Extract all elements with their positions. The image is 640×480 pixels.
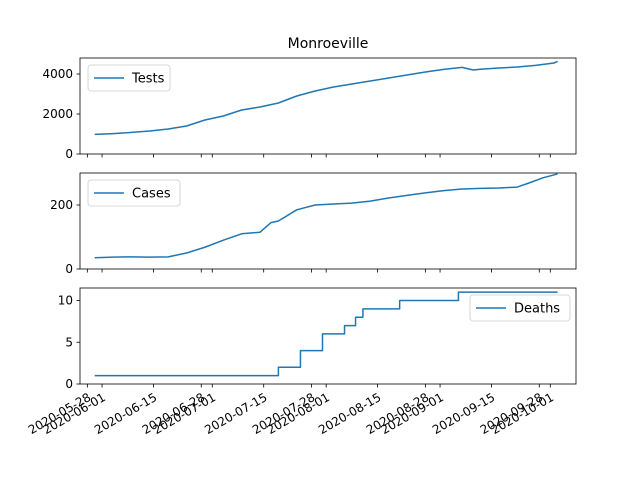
y-tick-label: 0	[65, 147, 73, 161]
legend-label: Cases	[132, 187, 171, 202]
axes-frame	[79, 287, 577, 385]
legend-label: Tests	[131, 72, 165, 87]
legend-box	[87, 179, 181, 207]
y-tick-label: 2000	[42, 107, 73, 121]
y-tick-label: 200	[50, 198, 73, 212]
legend-box	[469, 294, 571, 322]
series-line-deaths	[94, 291, 558, 377]
legend-label: Deaths	[514, 302, 560, 317]
series-line-cases	[94, 173, 558, 259]
series-line-tests	[94, 60, 558, 136]
y-tick-label: 0	[65, 262, 73, 276]
legend-box	[87, 64, 171, 92]
y-tick-label: 0	[65, 377, 73, 391]
panel-tests: 0 2000 4000 Tests	[42, 57, 577, 161]
axes-frame	[79, 57, 577, 155]
panel-cases: 0 200 Cases	[50, 172, 577, 276]
y-tick-label: 5	[65, 335, 73, 349]
panel-deaths: 0 5 10 Deaths	[58, 287, 577, 391]
axes-frame	[79, 172, 577, 270]
y-tick-label: 10	[58, 294, 73, 308]
y-tick-label: 4000	[42, 67, 73, 81]
chart-title: Monroeville	[288, 36, 369, 52]
